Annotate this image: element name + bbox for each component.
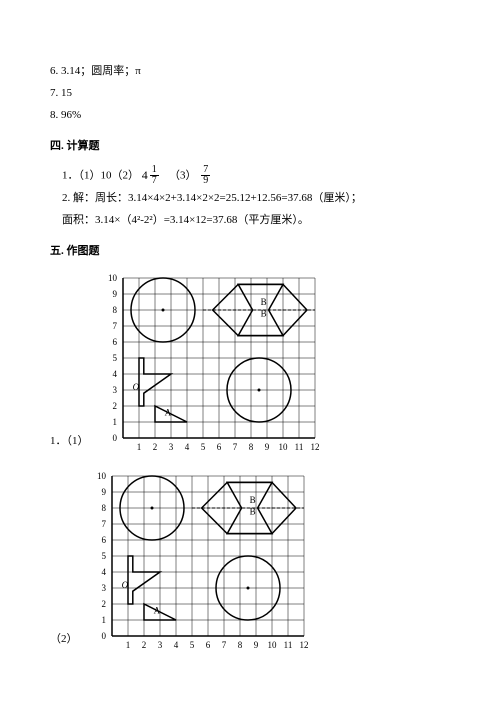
svg-text:10: 10 [278, 442, 288, 452]
svg-text:B: B [249, 495, 255, 505]
svg-text:2: 2 [101, 599, 106, 609]
grid-figure-2: 123456789101112012345678910OABB [88, 468, 318, 658]
answer-8: 8. 96% [50, 106, 450, 126]
svg-text:3: 3 [101, 583, 106, 593]
svg-text:10: 10 [108, 273, 118, 283]
svg-text:3: 3 [157, 640, 162, 650]
svg-text:1: 1 [112, 417, 117, 427]
svg-text:9: 9 [264, 442, 269, 452]
q1-prefix: 1．（1）10（2） [62, 170, 139, 182]
svg-text:6: 6 [216, 442, 221, 452]
svg-text:A: A [164, 408, 171, 418]
q1-frac1-int: 4 [142, 165, 148, 187]
svg-text:1: 1 [136, 442, 141, 452]
svg-text:10: 10 [267, 640, 277, 650]
svg-text:0: 0 [101, 631, 106, 641]
svg-text:4: 4 [112, 369, 117, 379]
svg-text:2: 2 [141, 640, 146, 650]
figure-1-row: 1．（1） 123456789101112012345678910OABB [50, 270, 450, 460]
section-5-title: 五. 作图题 [50, 242, 450, 262]
q1-frac1: 17 [150, 165, 159, 186]
q1-mid: （3） [164, 170, 197, 182]
svg-text:9: 9 [253, 640, 258, 650]
svg-text:7: 7 [101, 519, 106, 529]
svg-text:8: 8 [237, 640, 242, 650]
answer-7: 7. 15 [50, 84, 450, 104]
figure-2-label: （2） [50, 630, 78, 658]
grid-figure-1: 123456789101112012345678910OABB [99, 270, 329, 460]
svg-text:10: 10 [97, 471, 107, 481]
svg-text:8: 8 [248, 442, 253, 452]
svg-text:6: 6 [205, 640, 210, 650]
q2-line2: 面积：3.14×（4²-2²）=3.14×12=37.68（平方厘米）。 [62, 211, 450, 231]
svg-text:9: 9 [101, 487, 106, 497]
svg-text:A: A [153, 606, 160, 616]
svg-text:8: 8 [112, 305, 117, 315]
svg-text:4: 4 [101, 567, 106, 577]
svg-text:5: 5 [200, 442, 205, 452]
svg-text:4: 4 [184, 442, 189, 452]
svg-text:O: O [121, 580, 128, 590]
q2-line1: 2. 解：周长：3.14×4×2+3.14×2×2=25.12+12.56=37… [62, 189, 450, 209]
svg-text:B: B [249, 507, 255, 517]
svg-text:5: 5 [112, 353, 117, 363]
svg-text:2: 2 [152, 442, 157, 452]
svg-text:O: O [132, 382, 139, 392]
svg-text:2: 2 [112, 401, 117, 411]
svg-text:8: 8 [101, 503, 106, 513]
svg-text:7: 7 [221, 640, 226, 650]
svg-text:12: 12 [310, 442, 319, 452]
q1-frac2: 79 [201, 165, 210, 186]
svg-text:5: 5 [101, 551, 106, 561]
svg-text:6: 6 [101, 535, 106, 545]
svg-text:1: 1 [125, 640, 130, 650]
svg-text:5: 5 [189, 640, 194, 650]
svg-text:11: 11 [283, 640, 292, 650]
section-4-title: 四. 计算题 [50, 137, 450, 157]
figure-1-label: 1．（1） [50, 432, 89, 460]
svg-text:1: 1 [101, 615, 106, 625]
q1-line: 1．（1）10（2） 417 （3） 79 [62, 165, 450, 187]
svg-text:12: 12 [299, 640, 308, 650]
svg-text:11: 11 [294, 442, 303, 452]
svg-text:B: B [260, 297, 266, 307]
svg-text:0: 0 [112, 433, 117, 443]
svg-text:B: B [260, 309, 266, 319]
figure-2-row: （2） 123456789101112012345678910OABB [50, 468, 450, 658]
answer-6: 6. 3.14；圆周率；π [50, 62, 450, 82]
svg-text:9: 9 [112, 289, 117, 299]
svg-text:4: 4 [173, 640, 178, 650]
svg-text:3: 3 [112, 385, 117, 395]
svg-text:6: 6 [112, 337, 117, 347]
svg-text:7: 7 [232, 442, 237, 452]
svg-text:7: 7 [112, 321, 117, 331]
svg-text:3: 3 [168, 442, 173, 452]
